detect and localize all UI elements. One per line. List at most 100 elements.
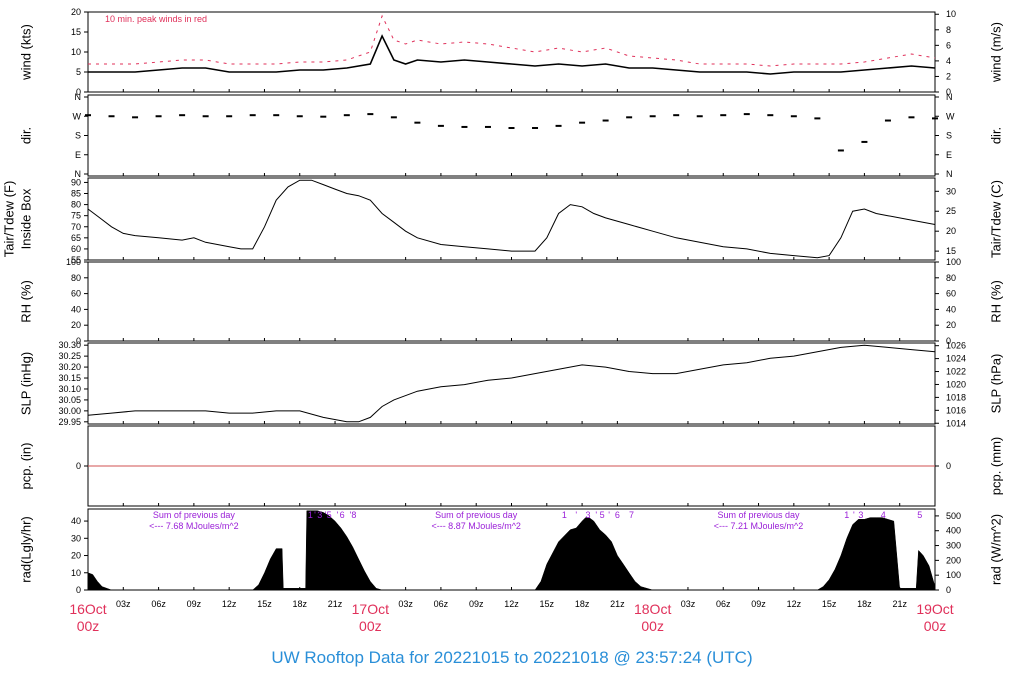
rad-hour-mark: 1 bbox=[308, 510, 313, 520]
xtick-label: 21z bbox=[892, 599, 907, 609]
wind-ytick-label-right: 2 bbox=[946, 71, 951, 81]
rad-hour-mark: 7 bbox=[629, 510, 634, 520]
xtick-label: 09z bbox=[187, 599, 202, 609]
slp-ytick-label-left: 30.15 bbox=[58, 373, 81, 383]
temp-ytick-label-left: 75 bbox=[71, 211, 81, 221]
slp-ylabel-left: SLP (inHg) bbox=[18, 352, 33, 415]
xtick-label: 15z bbox=[822, 599, 837, 609]
xtick-label: 18z bbox=[857, 599, 872, 609]
rad-ytick-label-right: 200 bbox=[946, 555, 961, 565]
xtick-label: 06z bbox=[716, 599, 731, 609]
temp-panel-frame bbox=[87, 177, 936, 261]
rh-ytick-label-right: 80 bbox=[946, 273, 956, 283]
xtick-label: 03z bbox=[681, 599, 696, 609]
wind-annotation: 10 min. peak winds in red bbox=[105, 14, 207, 24]
rad-annotation-sum: Sum of previous day bbox=[153, 510, 236, 520]
dir-ytick-label-right: N bbox=[946, 92, 953, 102]
day-label-date: 19Oct bbox=[916, 601, 953, 617]
dir-ytick-label-left: N bbox=[75, 169, 82, 179]
xtick-label: 21z bbox=[610, 599, 625, 609]
slp-ytick-label-right: 1018 bbox=[946, 392, 966, 402]
rad-ytick-label-left: 10 bbox=[71, 568, 81, 578]
rad-hour-mark: ' bbox=[349, 510, 351, 520]
xtick-label: 12z bbox=[787, 599, 802, 609]
rad-hour-mark: ' bbox=[575, 510, 577, 520]
rad-hour-mark: 4 bbox=[881, 510, 886, 520]
slp-ytick-label-right: 1026 bbox=[946, 341, 966, 351]
rad-ytick-label-left: 40 bbox=[71, 516, 81, 526]
dir-ytick-label-right: W bbox=[946, 111, 955, 121]
rad-area bbox=[87, 510, 936, 591]
slp-ytick-label-left: 30.25 bbox=[58, 351, 81, 361]
wind-ytick-label-left: 10 bbox=[71, 47, 81, 57]
wind-ytick-label-right: 4 bbox=[946, 56, 951, 66]
wind-ytick-label-right: 6 bbox=[946, 40, 951, 50]
slp-ytick-label-left: 29.95 bbox=[58, 417, 81, 427]
rad-hour-mark: 5 bbox=[600, 510, 605, 520]
xtick-label: 06z bbox=[434, 599, 449, 609]
rh-ytick-label-right: 100 bbox=[946, 257, 961, 267]
day-label-time: 00z bbox=[641, 618, 664, 634]
slp-series bbox=[87, 344, 936, 423]
day-label-time: 00z bbox=[77, 618, 100, 634]
wind-ylabel-right: wind (m/s) bbox=[988, 22, 1003, 83]
wind-ytick-label-left: 20 bbox=[71, 7, 81, 17]
slp-ytick-label-right: 1022 bbox=[946, 367, 966, 377]
xtick-label: 06z bbox=[151, 599, 166, 609]
rad-annotation-sum: Sum of previous day bbox=[718, 510, 801, 520]
rad-hour-mark: ' bbox=[314, 510, 316, 520]
temp-ytick-label-right: 30 bbox=[946, 186, 956, 196]
rh-ytick-label-right: 0 bbox=[946, 336, 951, 346]
rh-ytick-label-right: 60 bbox=[946, 289, 956, 299]
day-label-time: 00z bbox=[924, 618, 947, 634]
xtick-label: 12z bbox=[504, 599, 519, 609]
temp-ylabel-right: Tair/Tdew (C) bbox=[988, 180, 1003, 258]
slp-ytick-label-right: 1016 bbox=[946, 405, 966, 415]
temp-ytick-label-left: 80 bbox=[71, 200, 81, 210]
wind-peak-series bbox=[88, 14, 936, 67]
dir-panel-frame bbox=[87, 94, 936, 177]
wind-ytick-label-left: 5 bbox=[76, 67, 81, 77]
dir-ytick-label-left: E bbox=[75, 150, 81, 160]
rad-ytick-label-right: 300 bbox=[946, 541, 961, 551]
slp-ytick-label-left: 30.10 bbox=[58, 384, 81, 394]
rh-ytick-label-right: 40 bbox=[946, 304, 956, 314]
rad-hour-mark: 6 bbox=[340, 510, 345, 520]
rad-hour-mark: 5 bbox=[327, 510, 332, 520]
rad-hour-mark: ' bbox=[595, 510, 597, 520]
dir-ytick-label-left: W bbox=[73, 111, 82, 121]
rad-ytick-label-right: 100 bbox=[946, 570, 961, 580]
rh-ytick-label-left: 100 bbox=[66, 257, 81, 267]
day-label-time: 00z bbox=[359, 618, 382, 634]
rad-ylabel-right: rad (W/m^2) bbox=[988, 514, 1003, 585]
temp-ylabel-left-2: Inside Box bbox=[18, 188, 33, 249]
rad-annotation-value: <--- 7.68 MJoules/m^2 bbox=[149, 521, 239, 531]
rh-ytick-label-left: 60 bbox=[71, 289, 81, 299]
temp-ytick-label-right: 20 bbox=[946, 226, 956, 236]
rad-hour-mark: 3 bbox=[585, 510, 590, 520]
wind-panel-frame bbox=[87, 11, 936, 93]
dir-ytick-label-left: S bbox=[75, 131, 81, 141]
rh-ytick-label-left: 20 bbox=[71, 320, 81, 330]
slp-ytick-label-right: 1024 bbox=[946, 354, 966, 364]
temp-ytick-label-right: 25 bbox=[946, 206, 956, 216]
wind-ytick-label-left: 0 bbox=[76, 87, 81, 97]
xtick-label: 03z bbox=[398, 599, 413, 609]
rad-ytick-label-left: 20 bbox=[71, 551, 81, 561]
temp-ytick-label-left: 55 bbox=[71, 255, 81, 265]
temp-ytick-label-left: 85 bbox=[71, 189, 81, 199]
rad-annotation-value: <--- 8.87 MJoules/m^2 bbox=[431, 521, 521, 531]
rad-ytick-label-right: 0 bbox=[946, 585, 951, 595]
rad-hour-mark: ' bbox=[608, 510, 610, 520]
chart-footer-title: UW Rooftop Data for 20221015 to 20221018… bbox=[271, 648, 753, 667]
xtick-label: 18z bbox=[292, 599, 307, 609]
rh-ytick-label-right: 20 bbox=[946, 320, 956, 330]
rh-ylabel-right: RH (%) bbox=[988, 280, 1003, 323]
xtick-label: 15z bbox=[540, 599, 555, 609]
pcp-ytick-label-right: 0 bbox=[946, 461, 951, 471]
slp-ytick-label-right: 1014 bbox=[946, 418, 966, 428]
slp-ytick-label-left: 30.20 bbox=[58, 362, 81, 372]
xtick-label: 12z bbox=[222, 599, 237, 609]
rad-hour-mark: 5 bbox=[917, 510, 922, 520]
temp-ytick-label-left: 60 bbox=[71, 244, 81, 254]
